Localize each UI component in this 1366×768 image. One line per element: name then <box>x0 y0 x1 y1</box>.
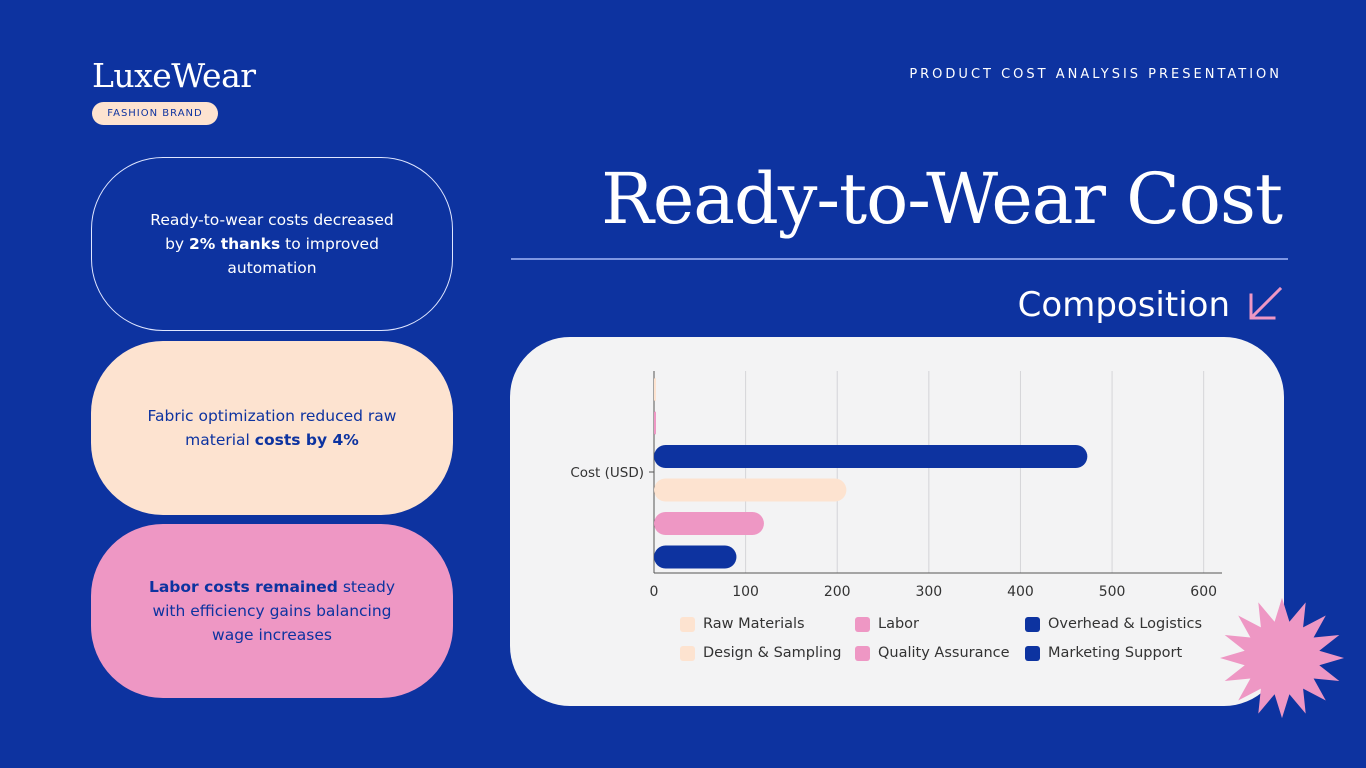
legend-item: Design & Sampling <box>680 645 841 661</box>
chart-panel: 0 100 200 300 400 500 600 Cost (USD) Raw Materi… <box>510 337 1284 706</box>
x-tick-label: 100 <box>732 584 759 600</box>
legend-swatch <box>1025 616 1040 632</box>
title-divider <box>511 258 1288 260</box>
insight-text: Labor costs remained steady with efficie… <box>148 578 396 644</box>
x-tick-label: 200 <box>824 584 851 600</box>
legend-swatch <box>680 616 695 632</box>
legend-item: Marketing Support <box>1025 645 1182 661</box>
x-tick-label: 500 <box>1099 584 1126 600</box>
legend-label: Marketing Support <box>1048 645 1183 661</box>
page-subtitle: Composition <box>1017 285 1230 325</box>
arrow-down-left-icon <box>1249 287 1282 320</box>
bar-marketing-support <box>654 545 737 569</box>
bar-labor <box>654 411 656 435</box>
legend-label: Overhead & Logistics <box>1048 616 1203 632</box>
insight-card-fabric: Fabric optimization reduced raw material… <box>91 341 453 515</box>
bar-overhead-logistics <box>654 445 1088 468</box>
insight-text: Ready-to-wear costs decreased by 2% than… <box>150 211 394 277</box>
bar-quality-assurance <box>654 512 764 535</box>
insight-card-labor: Labor costs remained steady with efficie… <box>91 524 453 698</box>
legend-label: Design & Sampling <box>703 645 842 661</box>
legend-label: Quality Assurance <box>878 645 1010 661</box>
legend-item: Raw Materials <box>680 616 805 632</box>
insight-card-automation: Ready-to-wear costs decreased by 2% than… <box>91 157 453 331</box>
bar-chart: 0 100 200 300 400 500 600 Cost (USD) <box>570 371 1222 600</box>
starburst-shape <box>1220 597 1344 719</box>
bar-raw-materials <box>654 378 656 401</box>
legend-swatch <box>855 616 870 632</box>
brand-tag: FASHION BRAND <box>92 102 218 125</box>
legend-item: Overhead & Logistics <box>1025 616 1202 632</box>
x-tick-label: 600 <box>1190 584 1217 600</box>
legend-item: Quality Assurance <box>855 645 1010 661</box>
legend-swatch <box>855 645 870 661</box>
bar-design-sampling <box>654 478 847 502</box>
legend-swatch <box>680 645 695 661</box>
legend-item: Labor <box>855 616 919 632</box>
legend-swatch <box>1025 645 1040 661</box>
x-tick-label: 0 <box>650 584 659 600</box>
category-label: Cost (USD) <box>570 465 644 481</box>
legend-label: Raw Materials <box>703 616 805 632</box>
brand-name: LuxeWear <box>92 56 256 95</box>
page-title: Ready-to-Wear Cost <box>601 158 1283 240</box>
insight-text: Fabric optimization reduced raw material… <box>147 407 397 449</box>
x-tick-label: 400 <box>1007 584 1034 600</box>
starburst-icon <box>1220 597 1344 719</box>
legend-label: Labor <box>878 616 920 632</box>
header-text: PRODUCT COST ANALYSIS PRESENTATION <box>909 67 1282 82</box>
x-tick-label: 300 <box>915 584 942 600</box>
